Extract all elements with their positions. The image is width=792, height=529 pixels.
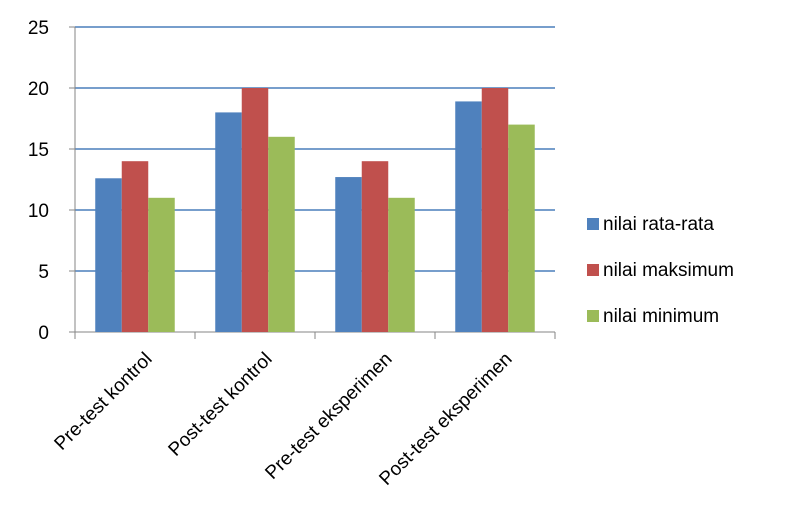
legend-label: nilai rata-rata (603, 214, 714, 235)
x-category-label: Pre-test eksperimen (261, 349, 396, 484)
legend-swatch (587, 218, 599, 230)
y-tick-label: 5 (38, 262, 49, 283)
bar (481, 88, 509, 332)
bar (95, 178, 122, 332)
legend-label: nilai minimum (603, 306, 719, 327)
bar (361, 161, 389, 332)
x-category-labels: Pre-test kontrol Post-test kontrolPre-tes… (51, 349, 517, 490)
bar (455, 101, 482, 332)
y-tick-labels: 0 5 10 15 20 25 (28, 18, 49, 344)
bar (241, 88, 269, 332)
x-category-label: Post-test eksperimen (375, 349, 516, 490)
bar (335, 177, 362, 332)
legend-swatch (587, 310, 599, 322)
legend-label: nilai maksimum (603, 260, 734, 281)
x-category-label: Pre-test kontrol (51, 349, 157, 455)
bar (215, 112, 242, 333)
x-category-label: Post-test kontrol (165, 349, 277, 461)
bar (148, 197, 175, 332)
y-tick-label: 25 (28, 18, 49, 39)
bars (95, 88, 535, 333)
bar (388, 197, 415, 332)
bar (268, 136, 295, 332)
y-tick-label: 10 (28, 201, 49, 222)
y-tick-label: 15 (28, 140, 49, 161)
bar (508, 124, 535, 332)
legend: nilai rata-rata nilai maksimum nilai minim… (587, 214, 734, 327)
bar (121, 161, 149, 332)
y-tick-label: 20 (28, 79, 49, 100)
legend-swatch (587, 264, 599, 276)
y-tick-label: 0 (38, 323, 49, 344)
